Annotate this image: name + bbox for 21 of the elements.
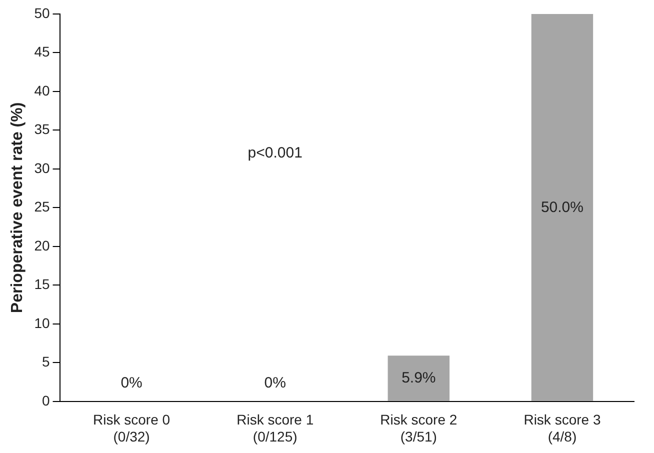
y-tick-label: 30 — [34, 160, 50, 176]
y-tick-label: 25 — [34, 198, 50, 215]
x-tick-label: Risk score 3 (4/8) — [524, 412, 601, 444]
y-tick-label: 5 — [42, 354, 50, 370]
y-axis-title: Perioperative event rate (%) — [9, 102, 26, 314]
data-label: 0% — [120, 374, 142, 392]
y-tick-label: 0 — [42, 392, 50, 408]
y-tick-label: 50 — [34, 4, 50, 21]
annotation: p<0.001 — [248, 144, 302, 162]
y-tick-label: 15 — [34, 276, 50, 292]
data-label: 5.9% — [402, 370, 436, 387]
y-tick-label: 10 — [34, 314, 50, 331]
y-tick-label: 20 — [34, 237, 50, 254]
y-tick-label: 45 — [34, 44, 50, 60]
x-tick-label: Risk score 1 (0/125) — [236, 412, 314, 444]
x-tick-label: Risk score 2 (3/51) — [380, 412, 458, 444]
data-label: 50.0% — [540, 198, 584, 216]
data-label: 0% — [264, 374, 286, 392]
y-tick-label: 40 — [34, 82, 50, 98]
x-tick-label: Risk score 0 (0/32) — [93, 412, 170, 444]
y-tick-label: 35 — [34, 121, 50, 138]
